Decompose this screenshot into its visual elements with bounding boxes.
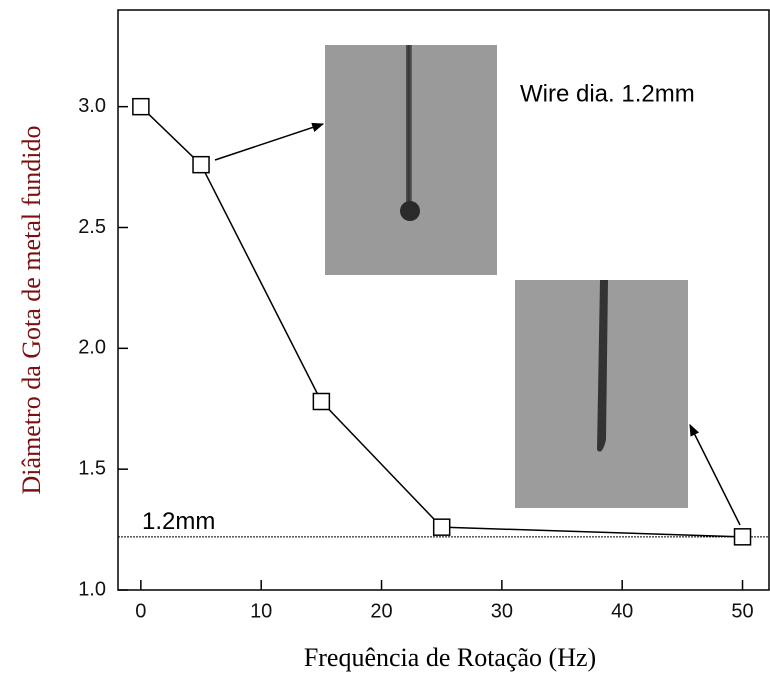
x-tick-label: 50 (731, 600, 753, 622)
x-tick-label: 20 (370, 600, 392, 622)
plot-frame (117, 9, 770, 591)
y-tick-label: 1.5 (78, 457, 106, 479)
data-point (733, 528, 752, 546)
y-tick-label: 1.0 (78, 578, 106, 600)
y-tick-label: 2.0 (78, 337, 106, 359)
arrow (214, 122, 325, 161)
y-tick-label: 3.0 (78, 95, 106, 117)
y-tick-label: 2.5 (78, 216, 106, 238)
data-point (132, 97, 150, 116)
data-point (192, 155, 210, 174)
reference-label: 1.2mm (142, 508, 215, 535)
arrow (689, 423, 741, 526)
data-point (432, 518, 451, 536)
annotation: Wire dia. 1.2mm (520, 80, 695, 107)
x-tick-label: 40 (611, 600, 633, 622)
data-point (312, 392, 331, 411)
photo-large-drop (325, 45, 497, 275)
x-axis-title: Frequência de Rotação (Hz) (304, 643, 596, 672)
x-tick-label: 10 (250, 600, 272, 622)
x-tick-label: 30 (491, 600, 513, 622)
x-tick-label: 0 (135, 600, 146, 622)
photo-small-drop (515, 280, 688, 508)
y-axis-title: Diâmetro da Gota de metal fundido (17, 126, 46, 495)
